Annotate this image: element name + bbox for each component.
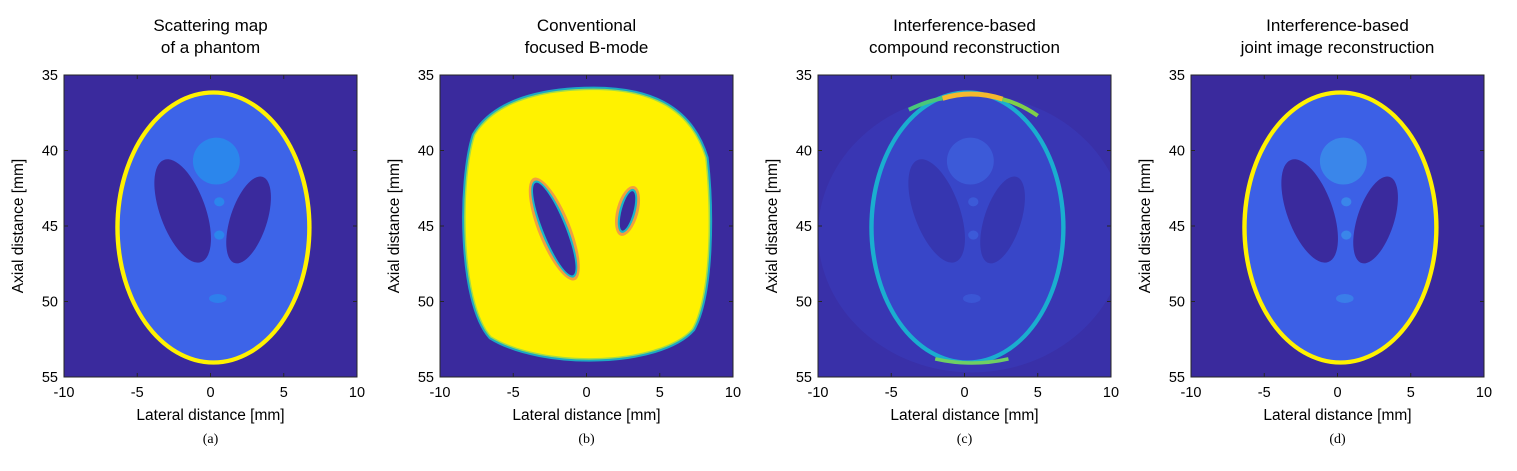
y-tick-label: 35: [42, 68, 58, 84]
chart-title-line-2: of a phantom: [161, 38, 260, 57]
ventricle-left: [154, 159, 211, 263]
small-dot-2: [1341, 230, 1352, 240]
y-tick-label: 55: [796, 370, 812, 386]
insert-circle: [946, 137, 994, 185]
chart-title-line-2: joint image reconstruction: [1240, 38, 1435, 57]
small-dot-1: [214, 197, 225, 207]
x-tick-label: 0: [960, 385, 968, 401]
y-tick-label: 50: [418, 295, 434, 311]
y-tick-label: 45: [42, 219, 58, 235]
tissue-region: [119, 94, 308, 361]
x-tick-label: 10: [1103, 385, 1119, 401]
ventricle-right: [1353, 176, 1398, 264]
small-dot-3: [1336, 293, 1354, 304]
x-tick-label: 0: [1333, 385, 1341, 401]
y-tick-label: 40: [1169, 144, 1185, 160]
y-tick-label: 55: [42, 370, 58, 386]
panel-caption: (b): [578, 432, 595, 447]
x-tick-label: -10: [430, 385, 451, 401]
small-dot-3: [963, 293, 981, 304]
ventricle-left: [908, 159, 965, 263]
x-axis-label: Lateral distance [mm]: [136, 407, 284, 424]
panel-1: -10 -5 0 5 10 35 40 45 50 55 Scattering map of a ph…: [10, 16, 365, 447]
x-axis-label: Lateral distance [mm]: [890, 407, 1038, 424]
y-tick-label: 40: [418, 144, 434, 160]
x-tick-label: -10: [54, 385, 75, 401]
y-tick-label: 55: [1169, 370, 1185, 386]
y-axis-label: Axial distance [mm]: [1137, 159, 1154, 293]
x-tick-label: 5: [1034, 385, 1042, 401]
ventricle-right: [226, 176, 271, 264]
x-tick-label: -5: [131, 385, 144, 401]
panel-2: -10 -5 0 5 10 35 40 45 50 55 Conventional focused B…: [386, 16, 741, 447]
x-tick-label: 10: [1476, 385, 1492, 401]
chart-title-line-1: Conventional: [537, 16, 636, 35]
y-axis-label: Axial distance [mm]: [10, 159, 27, 293]
y-axis-label: Axial distance [mm]: [386, 159, 403, 293]
x-axis-label: Lateral distance [mm]: [1263, 407, 1411, 424]
tissue-region: [873, 94, 1062, 361]
chart-title-line-2: compound reconstruction: [869, 38, 1060, 57]
y-axis-label: Axial distance [mm]: [764, 159, 781, 293]
y-tick-label: 45: [796, 219, 812, 235]
y-tick-label: 45: [1169, 219, 1185, 235]
heatmap-image: [115, 90, 312, 365]
heatmap-image: [1242, 90, 1439, 365]
panel-caption: (a): [203, 432, 219, 447]
heatmap-image: [462, 86, 713, 362]
x-tick-label: 5: [280, 385, 288, 401]
small-dot-2: [214, 230, 225, 240]
x-tick-label: 0: [582, 385, 590, 401]
small-dot-2: [968, 230, 979, 240]
panel-caption: (d): [1329, 432, 1346, 447]
ventricle-right: [980, 176, 1025, 264]
chart-title-line-1: Interference-based: [1266, 16, 1409, 35]
bmode-hole-left: [533, 182, 576, 276]
x-tick-label: 10: [725, 385, 741, 401]
y-tick-label: 55: [418, 370, 434, 386]
y-tick-label: 50: [42, 295, 58, 311]
small-dot-1: [1341, 197, 1352, 207]
x-tick-label: -5: [1258, 385, 1271, 401]
y-tick-label: 35: [1169, 68, 1185, 84]
bmode-hole-right: [619, 191, 636, 231]
panel-3: -10 -5 0 5 10 35 40 45 50 55 Interference-based com…: [764, 16, 1119, 447]
x-tick-label: -10: [808, 385, 829, 401]
x-tick-label: 0: [206, 385, 214, 401]
panel-caption: (c): [957, 432, 973, 447]
x-tick-label: 10: [349, 385, 365, 401]
skull-arc-left: [907, 96, 943, 112]
y-tick-label: 50: [796, 295, 812, 311]
skull-arc-bottom: [934, 357, 1009, 365]
x-tick-label: -5: [507, 385, 520, 401]
small-dot-3: [209, 293, 227, 304]
y-tick-label: 35: [418, 68, 434, 84]
chart-title-line-2: focused B-mode: [525, 38, 649, 57]
bmode-fill: [465, 90, 709, 359]
heatmap-image: [818, 90, 1111, 373]
x-tick-label: -5: [885, 385, 898, 401]
y-tick-label: 35: [796, 68, 812, 84]
y-tick-label: 40: [42, 144, 58, 160]
x-axis-label: Lateral distance [mm]: [512, 407, 660, 424]
y-tick-label: 40: [796, 144, 812, 160]
skull-arc-right: [1002, 97, 1039, 118]
panel-4: -10 -5 0 5 10 35 40 45 50 55 Interference-based joi…: [1137, 16, 1492, 447]
y-tick-label: 50: [1169, 295, 1185, 311]
x-tick-label: -10: [1181, 385, 1202, 401]
small-dot-1: [968, 197, 979, 207]
x-tick-label: 5: [1407, 385, 1415, 401]
ventricle-left: [1281, 159, 1338, 263]
y-tick-label: 45: [418, 219, 434, 235]
tissue-region: [1246, 94, 1435, 361]
insert-circle: [192, 137, 240, 185]
chart-title-line-1: Interference-based: [893, 16, 1036, 35]
x-tick-label: 5: [656, 385, 664, 401]
chart-title-line-1: Scattering map: [153, 16, 267, 35]
skull-top-highlight: [941, 91, 1004, 102]
insert-circle: [1319, 137, 1367, 185]
